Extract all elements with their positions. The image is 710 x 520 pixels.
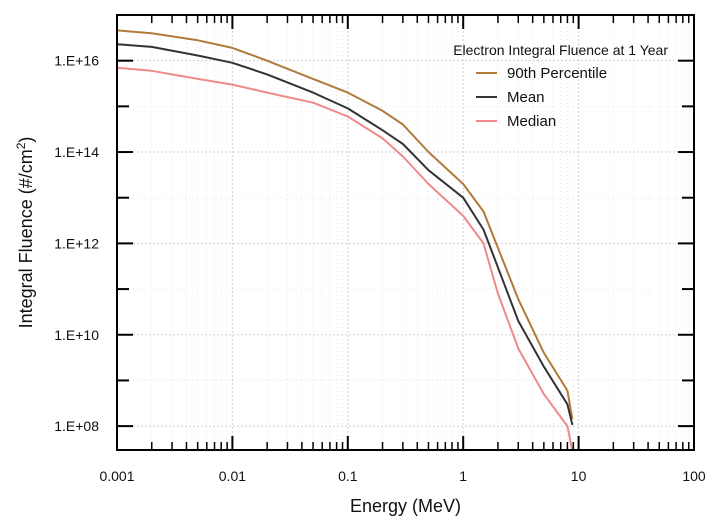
- y-axis-title: Integral Fluence (#/cm2): [14, 137, 36, 329]
- legend: Electron Integral Fluence at 1 Year 90th…: [453, 42, 668, 130]
- series-line-2: [116, 66, 574, 451]
- legend-title: Electron Integral Fluence at 1 Year: [453, 42, 668, 58]
- y-tick-label: 1.E+10: [54, 327, 99, 343]
- tick-labels: 0.001 0.01 0.1 1 10 100 1.E+08 1.E+10 1.E+12 1.E+…: [54, 53, 706, 484]
- legend-label: Mean: [507, 89, 545, 106]
- legend-label: Median: [507, 113, 556, 130]
- series-line-0: [116, 29, 574, 420]
- x-tick-label: 0.01: [219, 468, 246, 484]
- x-tick-label: 10: [571, 468, 587, 484]
- y-tick-label: 1.E+12: [54, 235, 99, 251]
- x-axis-title: Energy (MeV): [350, 496, 461, 516]
- x-tick-label: 0.001: [99, 468, 134, 484]
- y-tick-label: 1.E+16: [54, 53, 99, 69]
- x-tick-label: 0.1: [338, 468, 358, 484]
- x-tick-label: 100: [682, 468, 706, 484]
- x-tick-label: 1: [459, 468, 467, 484]
- legend-label: 90th Percentile: [507, 65, 607, 82]
- y-tick-label: 1.E+08: [54, 418, 99, 434]
- y-axis-title-superscript: 2: [14, 142, 28, 149]
- y-axis-title-end: ): [16, 137, 36, 143]
- y-axis-title-main: Integral Fluence (#/cm: [16, 149, 36, 328]
- grid: [116, 14, 694, 450]
- series-lines: [116, 29, 574, 451]
- axis-ticks: [116, 14, 694, 450]
- y-tick-label: 1.E+14: [54, 144, 99, 160]
- series-line-1: [116, 43, 574, 426]
- plot-frame: [116, 14, 695, 451]
